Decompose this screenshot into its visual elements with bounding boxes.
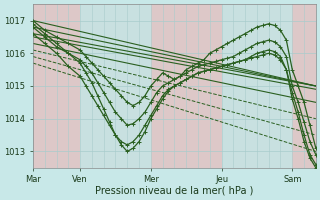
X-axis label: Pression niveau de la mer( hPa ): Pression niveau de la mer( hPa ) xyxy=(95,186,253,196)
Bar xyxy=(221,4,292,168)
Bar xyxy=(80,4,151,168)
Bar xyxy=(292,4,316,168)
Bar xyxy=(33,4,80,168)
Bar xyxy=(151,4,221,168)
